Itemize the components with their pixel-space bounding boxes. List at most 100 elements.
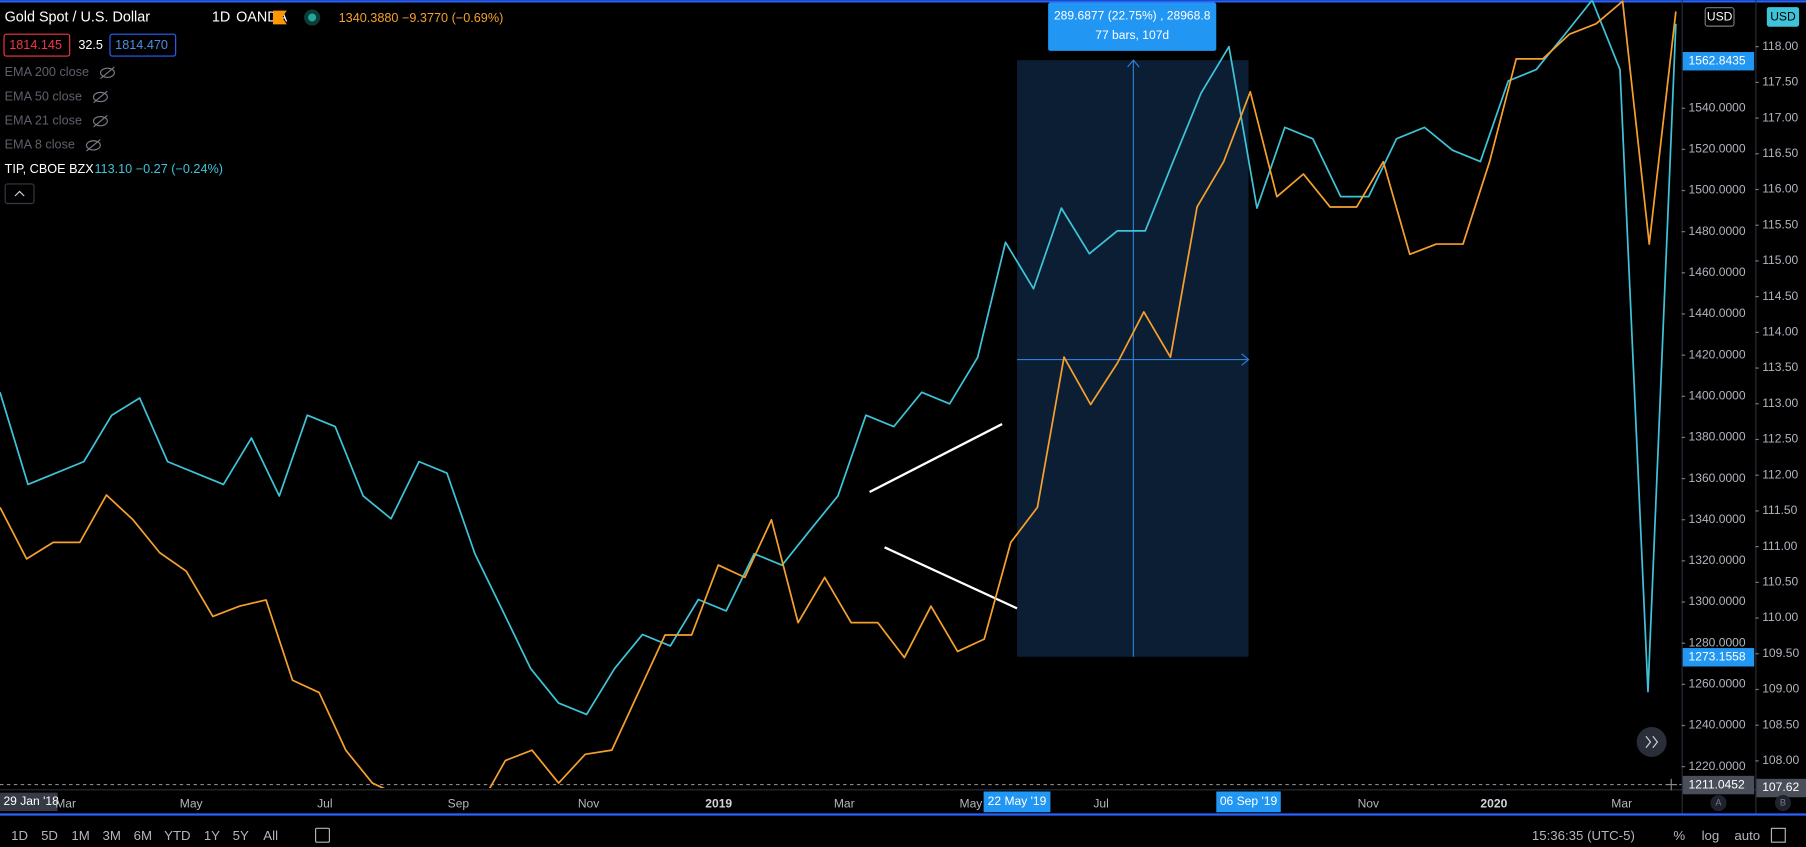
y2-tick-label: 118.00 <box>1762 39 1798 53</box>
spread: 32.5 <box>78 38 103 52</box>
time-label: Mar <box>55 796 76 810</box>
range-button[interactable]: 1D <box>11 828 28 843</box>
y-tick-label: 1440.0000 <box>1689 306 1746 320</box>
hide-icon[interactable] <box>92 91 108 103</box>
date-tag <box>983 791 1051 813</box>
y-tick-label: 1220.0000 <box>1689 759 1746 773</box>
indicator: EMA 21 close <box>5 114 82 128</box>
range-button[interactable]: 1M <box>71 828 89 843</box>
y2-tick-label: 110.50 <box>1762 575 1798 589</box>
trend-line <box>869 423 1003 494</box>
indicator: EMA 8 close <box>5 138 75 152</box>
date-tag <box>1216 791 1281 813</box>
scale-option[interactable]: log <box>1702 828 1720 843</box>
scroll-icon <box>1645 735 1659 749</box>
indicator: EMA 50 close <box>5 89 82 103</box>
ask-box[interactable] <box>109 33 177 57</box>
scroll-button[interactable] <box>1636 726 1667 757</box>
y-tick-label: 1320.0000 <box>1689 553 1746 567</box>
y2-tick-label: 113.00 <box>1762 396 1798 410</box>
y2-tick-label: 112.50 <box>1762 432 1798 446</box>
measure-arrow <box>1241 353 1250 366</box>
range-button[interactable]: 6M <box>134 828 152 843</box>
price-tag-label: 1562.8435 <box>1689 53 1746 67</box>
y2-tick-label: 108.00 <box>1762 753 1799 767</box>
hide-icon[interactable] <box>85 140 101 151</box>
scale-option[interactable]: % <box>1673 828 1685 843</box>
hide-icon[interactable] <box>92 115 108 127</box>
y-tick-label: 1240.0000 <box>1689 718 1746 732</box>
y-tick-label: 1280.0000 <box>1689 635 1746 649</box>
time-label: Jul <box>317 796 332 810</box>
y2-tick-label: 110.00 <box>1762 610 1798 624</box>
scale-button-label[interactable]: B <box>1780 797 1786 807</box>
bid[interactable]: 1814.145 <box>9 38 62 52</box>
time-label: 2020 <box>1480 796 1507 810</box>
scale-button-label[interactable]: A <box>1715 797 1722 807</box>
y2-tick-label: 111.00 <box>1762 539 1797 553</box>
tip-name: TIP, CBOE BZX <box>5 162 95 176</box>
time-label: Nov <box>578 796 599 810</box>
settings-icon[interactable] <box>1770 827 1786 843</box>
y2-tick-label: 109.00 <box>1762 682 1799 696</box>
interval[interactable]: 1D <box>212 9 230 25</box>
status-dot <box>308 13 317 22</box>
currency[interactable]: USD <box>1770 10 1796 24</box>
y-tick-label: 1400.0000 <box>1689 388 1746 402</box>
y2-tick-label: 108.50 <box>1762 717 1799 731</box>
y-tick-label: 1340.0000 <box>1689 512 1746 526</box>
clock: 15:36:35 (UTC-5) <box>1532 828 1635 843</box>
crosshair-plus[interactable] <box>1665 778 1677 791</box>
y2-tick-label: 117.50 <box>1762 75 1798 89</box>
time-label: Mar <box>834 796 855 810</box>
range-button[interactable]: All <box>263 828 278 843</box>
price-line <box>0 0 1677 716</box>
y2-tick-label: 116.00 <box>1762 182 1798 196</box>
range-button[interactable]: 5D <box>41 828 58 843</box>
symbol-name[interactable]: Gold Spot / U.S. Dollar <box>5 9 151 25</box>
currency[interactable]: USD <box>1707 10 1733 24</box>
time-label: Nov <box>1358 796 1379 810</box>
y2-tick-label: 116.50 <box>1762 146 1798 160</box>
hide-icon[interactable] <box>99 67 115 78</box>
range-end: 06 Sep '19 <box>1220 794 1278 808</box>
y2-tick-label: 115.00 <box>1762 253 1798 267</box>
price-tag <box>1682 52 1755 71</box>
price-tag <box>1682 775 1755 795</box>
range-button[interactable]: 3M <box>103 828 121 843</box>
date-start: 29 Jan '18 <box>3 794 59 808</box>
time-label: Sep <box>448 796 470 810</box>
y-tick-label: 1520.0000 <box>1689 142 1746 156</box>
y-tick-label: 1540.0000 <box>1689 100 1746 114</box>
y-tick-label: 1420.0000 <box>1689 347 1746 361</box>
price-tag-label: 107.62 <box>1762 780 1799 794</box>
hide-icon-slash <box>93 90 108 104</box>
range-button[interactable]: 5Y <box>233 828 249 843</box>
measure-span: 77 bars, 107d <box>1095 28 1169 42</box>
measure-tooltip <box>1048 2 1217 51</box>
indicator: EMA 200 close <box>5 65 89 79</box>
tip-quote: 113.10 −0.27 (−0.24%) <box>94 162 223 176</box>
range-button[interactable]: 1Y <box>204 828 220 843</box>
range-button[interactable]: YTD <box>164 828 190 843</box>
bid-box[interactable] <box>3 33 71 57</box>
scale-option[interactable]: auto <box>1734 828 1760 843</box>
quote: 1340.3880 −9.3770 (−0.69%) <box>339 11 504 25</box>
hide-icon-slash <box>100 66 115 79</box>
ask[interactable]: 1814.470 <box>115 38 168 52</box>
time-label: Jul <box>1093 796 1108 810</box>
range-start: 22 May '19 <box>988 794 1047 808</box>
scale-button[interactable] <box>1710 794 1727 812</box>
flag-icon[interactable] <box>272 10 287 25</box>
y-tick-label: 1260.0000 <box>1689 677 1746 691</box>
price-line <box>0 0 1677 789</box>
scale-button[interactable] <box>1774 794 1792 812</box>
currency-box[interactable] <box>1704 7 1735 27</box>
date-range-icon[interactable] <box>315 827 330 843</box>
collapse-button[interactable] <box>4 183 35 205</box>
price-tag <box>1756 778 1806 798</box>
plot <box>0 0 1682 789</box>
currency-box[interactable] <box>1766 7 1800 27</box>
